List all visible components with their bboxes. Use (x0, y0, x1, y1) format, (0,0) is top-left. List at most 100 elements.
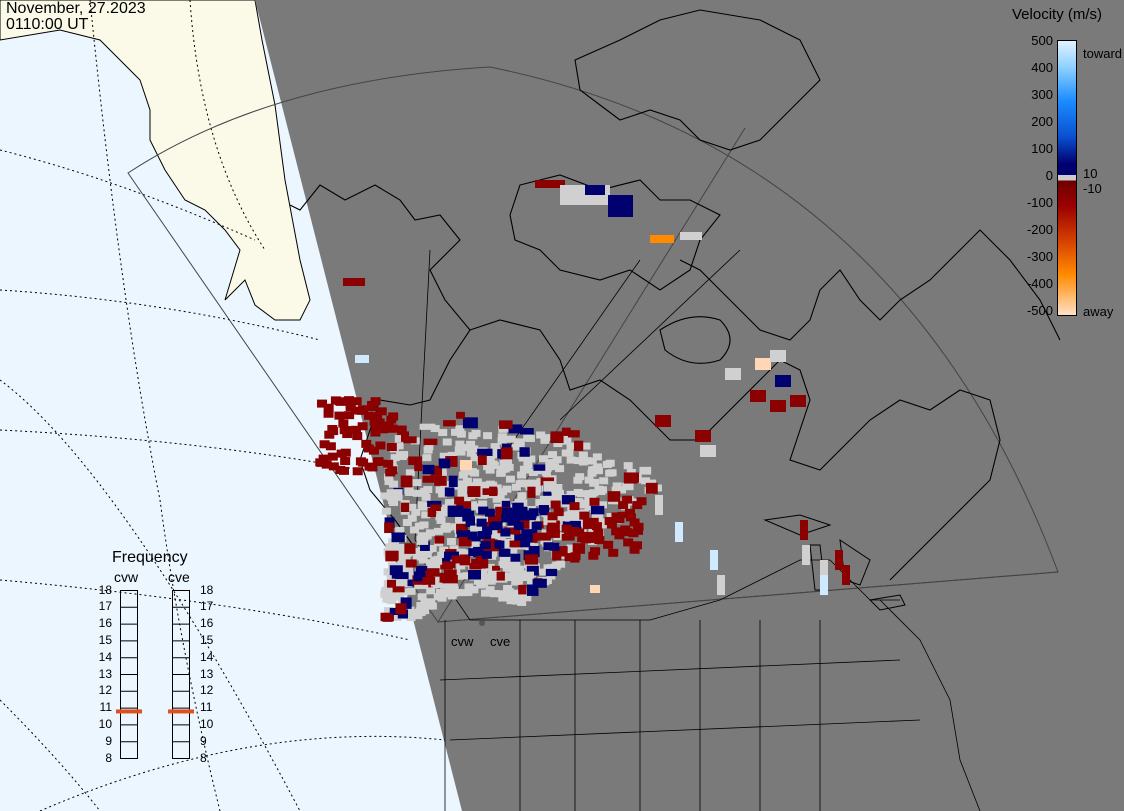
political-boundaries (414, 249, 981, 811)
velocity-cell (477, 448, 493, 456)
ground-scatter-cell (405, 573, 415, 581)
ground-scatter-cell (447, 451, 457, 459)
ground-scatter-cell (561, 449, 571, 457)
ground-scatter-cell (588, 466, 598, 474)
velocity-cell (323, 409, 334, 418)
velocity-cell (552, 548, 562, 561)
ground-scatter-cell (593, 467, 603, 475)
lat-lon-grid (0, 0, 446, 811)
frequency-tick-right: 8 (200, 750, 207, 765)
velocity-cell (352, 467, 363, 476)
ground-scatter-cell (552, 485, 562, 493)
ground-scatter-cell (437, 551, 447, 559)
ground-scatter-cell (411, 508, 421, 516)
radar-label-cve: cve (490, 634, 511, 649)
ground-scatter-cell (438, 429, 448, 437)
ground-scatter-cell (566, 456, 576, 464)
velocity-cell (391, 532, 405, 543)
velocity-cell (580, 535, 591, 544)
velocity-cell (462, 417, 478, 429)
velocity-cell (624, 472, 640, 483)
velocity-cell (528, 508, 539, 517)
ground-scatter-cell (578, 451, 588, 459)
velocity-cell (457, 480, 470, 492)
velocity-cell (622, 495, 633, 504)
velocity-cell (594, 536, 605, 545)
velocity-cell (564, 511, 580, 522)
ground-scatter-cell (480, 589, 490, 597)
ground-scatter-cell (439, 546, 449, 554)
ground-scatter-cell (535, 498, 545, 506)
velocity-cell (629, 545, 640, 554)
ground-scatter-cell (417, 593, 427, 601)
colorbar-tick: 500 (1031, 33, 1053, 48)
ground-scatter-cell (470, 541, 480, 549)
velocity-cell (423, 438, 438, 446)
ground-scatter-cell (470, 469, 480, 477)
ground-scatter-cell (594, 514, 604, 522)
velocity-cell (490, 570, 501, 581)
frequency-tick-left: 18 (98, 582, 112, 597)
ground-scatter-cell (538, 455, 548, 463)
velocity-cell (443, 420, 456, 427)
ground-scatter-cell (518, 454, 528, 462)
ground-scatter-cell (503, 458, 513, 466)
ground-scatter-cell (501, 540, 511, 548)
ground-scatter-cell (503, 584, 513, 592)
velocity-cell (593, 528, 604, 537)
velocity-cell (383, 459, 394, 468)
velocity-cell (384, 522, 394, 534)
ground-scatter-cell (402, 518, 412, 526)
ground-scatter-cell (523, 461, 533, 469)
ground-scatter-cell (421, 493, 431, 501)
velocity-cell (403, 436, 417, 444)
ground-scatter-cell (438, 490, 448, 498)
velocity-cell (553, 508, 564, 517)
ground-scatter-cell (414, 522, 424, 530)
velocity-cell (458, 536, 472, 547)
ground-scatter-cell (597, 501, 607, 509)
ground-scatter-cell (422, 550, 432, 558)
velocity-cell (526, 584, 539, 596)
ground-scatter-cell (503, 592, 513, 600)
ground-scatter-cell (432, 574, 442, 582)
velocity-cell (725, 368, 741, 380)
ground-scatter-cell (481, 573, 491, 581)
velocity-cell (430, 465, 443, 476)
ground-scatter-cell (437, 468, 447, 476)
velocity-cell (517, 506, 528, 515)
ground-scatter-cell (576, 490, 586, 498)
velocity-cell (650, 235, 674, 243)
ground-scatter-cell (412, 479, 422, 487)
velocity-cell (545, 568, 558, 577)
velocity-cell (502, 507, 513, 516)
ground-scatter-cell (456, 548, 466, 556)
velocity-cell (444, 551, 460, 560)
ground-scatter-cell (422, 454, 432, 462)
ground-scatter-cell (464, 583, 474, 591)
velocity-cell (618, 501, 629, 510)
ground-scatter-cell (435, 486, 445, 494)
ground-scatter-cell (405, 606, 415, 614)
velocity-cell (511, 444, 524, 451)
ground-scatter-cell (433, 593, 443, 601)
frequency-tick-left: 12 (98, 683, 112, 698)
ground-scatter-cell (427, 602, 437, 610)
frequency-tick-left: 9 (105, 733, 112, 748)
colorbar-tick: -300 (1026, 249, 1053, 264)
velocity-cell (422, 571, 435, 579)
ground-scatter-cell (623, 462, 633, 470)
velocity-cell (518, 513, 530, 523)
velocity-cell (363, 411, 374, 420)
velocity-cell (625, 513, 636, 522)
ground-scatter-cell (486, 577, 496, 585)
velocity-cell (434, 475, 447, 486)
velocity-cell (378, 425, 389, 434)
velocity-cell (476, 518, 487, 527)
colorbar-tick: 200 (1031, 114, 1053, 129)
velocity-cell (367, 400, 378, 409)
velocity-cell (328, 462, 339, 471)
velocity-cell (355, 355, 369, 363)
